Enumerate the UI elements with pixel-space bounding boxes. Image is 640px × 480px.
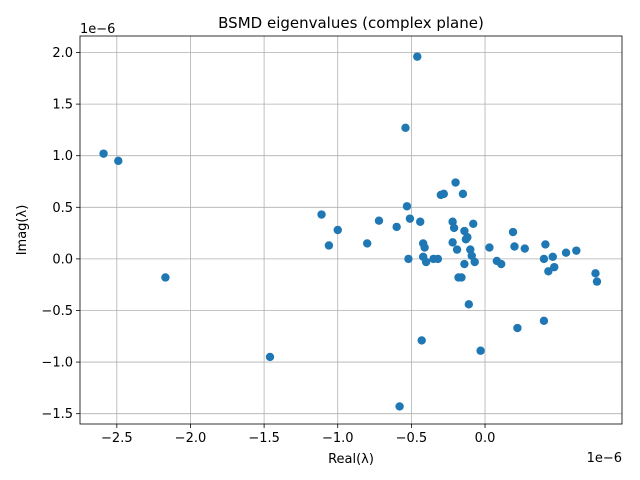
- data-point: [324, 241, 334, 250]
- data-point: [404, 254, 413, 264]
- data-point: [544, 267, 553, 276]
- data-point: [460, 259, 469, 269]
- axis-ticks: −2.5 −2.0 −1.5 −1.0 −0.5 0.0 −1.5 −1.0 −0.5 0.0 0.…: [41, 46, 495, 446]
- data-point: [395, 402, 404, 411]
- y-axis-label: Imag(λ): [15, 205, 30, 256]
- data-point: [463, 233, 472, 242]
- x-tick-label: −1.0: [322, 431, 354, 446]
- data-point: [417, 336, 426, 345]
- data-point: [433, 254, 443, 264]
- y-tick-label: −1.0: [41, 356, 73, 371]
- y-tick-label: −1.5: [41, 407, 73, 422]
- data-point: [114, 156, 123, 166]
- grid: [80, 36, 622, 424]
- data-point: [591, 269, 600, 278]
- x-tick-label: −2.0: [175, 431, 207, 446]
- x-tick-label: 0.0: [475, 431, 496, 446]
- y-tick-label: −0.5: [41, 304, 73, 319]
- data-point: [413, 52, 422, 61]
- y-offset-label: 1e−6: [80, 22, 115, 37]
- data-point: [508, 227, 518, 237]
- data-point: [469, 219, 478, 229]
- y-tick-label: 1.0: [52, 149, 73, 164]
- data-point: [405, 214, 415, 223]
- data-point: [464, 300, 474, 309]
- data-point: [161, 273, 170, 282]
- data-point: [539, 316, 549, 326]
- data-point: [420, 243, 429, 252]
- data-points: [99, 52, 602, 411]
- data-point: [561, 248, 571, 257]
- plot-frame: [79, 35, 623, 425]
- data-point: [485, 243, 494, 252]
- data-point: [421, 257, 431, 267]
- data-point: [470, 257, 479, 267]
- data-point: [572, 246, 581, 255]
- y-tick-label: 2.0: [52, 46, 73, 61]
- data-point: [333, 225, 342, 235]
- chart-title: BSMD eigenvalues (complex plane): [218, 14, 484, 32]
- data-point: [439, 189, 448, 199]
- data-point: [449, 223, 459, 233]
- data-point: [541, 240, 550, 249]
- y-tick-label: 1.5: [52, 98, 73, 113]
- x-tick-label: −2.5: [101, 431, 133, 446]
- data-point: [317, 210, 326, 219]
- data-point: [550, 262, 559, 272]
- x-tick-label: −1.5: [248, 431, 280, 446]
- data-point: [374, 216, 384, 225]
- data-point: [548, 252, 557, 262]
- data-point: [458, 189, 468, 199]
- y-tick-label: 0.5: [52, 201, 73, 216]
- data-point: [520, 244, 529, 253]
- data-point: [392, 222, 401, 232]
- data-point: [363, 239, 372, 248]
- x-offset-label: 1e−6: [587, 451, 622, 466]
- data-point: [457, 273, 466, 282]
- data-point: [452, 245, 462, 254]
- data-point: [416, 217, 425, 226]
- data-point: [510, 242, 519, 251]
- data-point: [265, 352, 275, 362]
- data-point: [539, 254, 549, 264]
- x-tick-label: −0.5: [396, 431, 428, 446]
- data-point: [401, 123, 410, 133]
- data-point: [476, 346, 485, 355]
- y-tick-label: 0.0: [52, 252, 73, 267]
- x-axis-label: Real(λ): [328, 452, 374, 467]
- data-point: [99, 149, 108, 158]
- data-point: [448, 238, 457, 247]
- data-point: [497, 259, 506, 269]
- data-point: [402, 202, 412, 211]
- data-point: [592, 277, 602, 286]
- data-point: [513, 323, 522, 333]
- data-point: [451, 178, 460, 187]
